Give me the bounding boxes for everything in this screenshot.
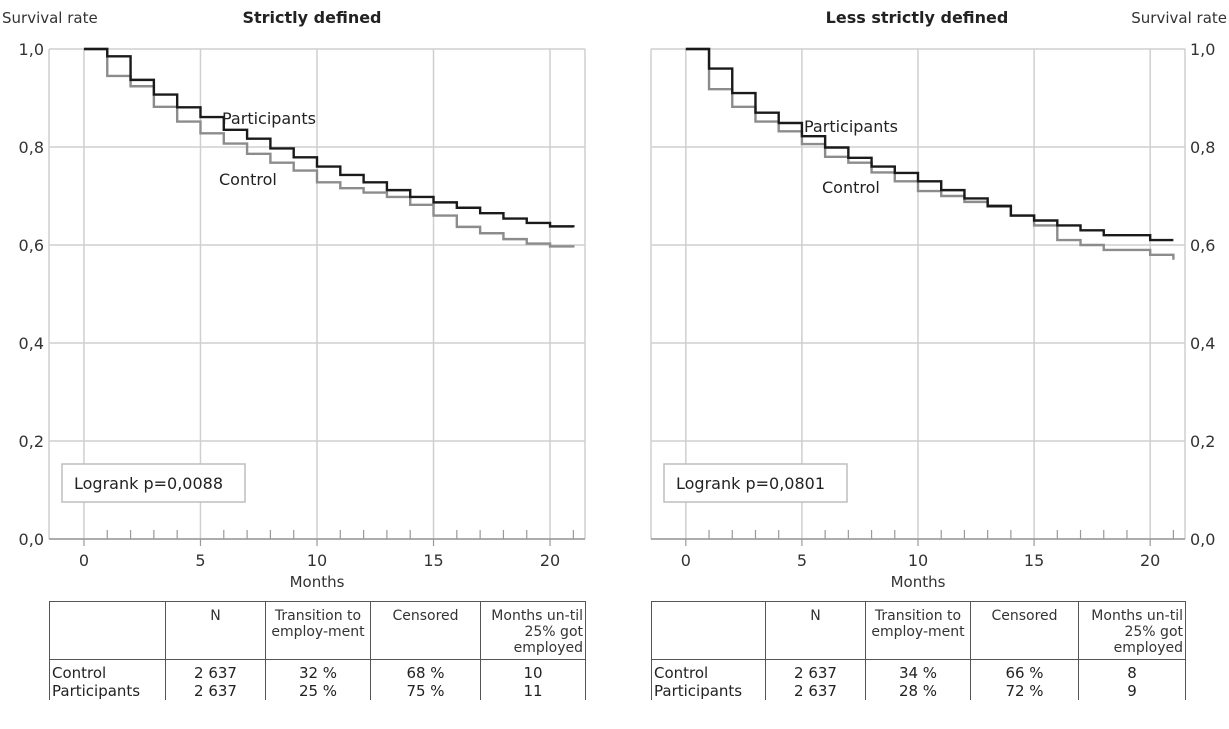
- cell-censored: 66 %: [970, 659, 1079, 682]
- series-line-control: [685, 47, 1175, 260]
- row-label: Participants: [651, 682, 766, 700]
- table-header-censored: Censored: [370, 601, 481, 660]
- summary-table-strict: N Transition to employ-ment Censored Mon…: [49, 601, 586, 700]
- series-line-control: [83, 47, 575, 248]
- table-header-n: N: [765, 601, 866, 660]
- logrank-box: [663, 463, 848, 503]
- row-label: Control: [651, 659, 766, 682]
- x-tick-label: 10: [908, 551, 928, 570]
- table-row: Control 2 637 32 % 68 % 10: [49, 659, 586, 682]
- cell-months: 9: [1078, 682, 1186, 700]
- cell-censored: 68 %: [370, 659, 481, 682]
- cell-transition: 28 %: [865, 682, 971, 700]
- table-header-months-until-25: Months un-til 25% got employed: [1078, 601, 1186, 660]
- x-axis-label: Months: [891, 573, 946, 590]
- x-tick-label: 20: [1140, 551, 1160, 570]
- cell-transition: 32 %: [265, 659, 371, 682]
- logrank-box: [61, 463, 246, 503]
- x-tick-label: 5: [195, 551, 205, 570]
- table-header-n: N: [165, 601, 266, 660]
- y-tick-label: 0,2: [1190, 432, 1215, 451]
- x-tick-label: 15: [1024, 551, 1044, 570]
- series-label-participants: Participants: [804, 117, 898, 136]
- y-tick-label: 1,0: [19, 40, 44, 59]
- logrank-annotation: Logrank p=0,0088: [74, 474, 223, 493]
- y-tick-label: 1,0: [1190, 40, 1215, 59]
- cell-transition: 25 %: [265, 682, 371, 700]
- survival-charts-svg: 0,0 0,2 0,4 0,6 0,8 1,0 0 5 10 15 20 Months Survival…: [2, 8, 1227, 590]
- x-tick-label: 15: [423, 551, 443, 570]
- x-axis-label: Months: [290, 573, 345, 590]
- table-header-blank: [49, 601, 166, 660]
- table-header-months-until-25: Months un-til 25% got employed: [480, 601, 586, 660]
- series-label-control: Control: [822, 178, 880, 197]
- table-header-transition: Transition to employ-ment: [265, 601, 371, 660]
- y-tick-label: 0,8: [1190, 138, 1215, 157]
- series-label-control: Control: [219, 170, 277, 189]
- cell-transition: 34 %: [865, 659, 971, 682]
- series-line-participants: [685, 47, 1174, 242]
- row-label: Control: [49, 659, 166, 682]
- cell-n: 2 637: [165, 659, 266, 682]
- x-tick-label: 20: [540, 551, 560, 570]
- x-tick-label: 10: [307, 551, 327, 570]
- chart-panel-strict: 0,0 0,2 0,4 0,6 0,8 1,0 0 5 10 15 20 Months Survival…: [2, 8, 586, 590]
- table-row: Participants 2 637 25 % 75 % 11: [49, 682, 586, 700]
- y-tick-label: 0,6: [1190, 236, 1215, 255]
- table-header-censored: Censored: [970, 601, 1079, 660]
- series-line-participants: [83, 47, 575, 228]
- table-row: Participants 2 637 28 % 72 % 9: [651, 682, 1186, 700]
- x-tick-label: 0: [681, 551, 691, 570]
- cell-months: 8: [1078, 659, 1186, 682]
- y-tick-label: 0,4: [1190, 334, 1215, 353]
- cell-censored: 72 %: [970, 682, 1079, 700]
- chart-title: Strictly defined: [242, 8, 381, 27]
- y-axis-label: Survival rate: [1131, 9, 1227, 27]
- y-tick-label: 0,6: [19, 236, 44, 255]
- x-tick-label: 0: [79, 551, 89, 570]
- y-tick-label: 0,2: [19, 432, 44, 451]
- chart-panel-less-strict: 0,0 0,2 0,4 0,6 0,8 1,0 0 5 10 15 20 Months Survival…: [650, 8, 1227, 590]
- y-tick-label: 0,4: [19, 334, 44, 353]
- y-tick-label: 0,8: [19, 138, 44, 157]
- y-tick-label: 0,0: [1190, 530, 1215, 549]
- logrank-annotation: Logrank p=0,0801: [676, 474, 825, 493]
- series-label-participants: Participants: [222, 109, 316, 128]
- cell-months: 11: [480, 682, 586, 700]
- x-tick-label: 5: [797, 551, 807, 570]
- chart-title: Less strictly defined: [826, 8, 1009, 27]
- cell-n: 2 637: [765, 682, 866, 700]
- cell-censored: 75 %: [370, 682, 481, 700]
- y-tick-label: 0,0: [19, 530, 44, 549]
- cell-n: 2 637: [765, 659, 866, 682]
- y-axis-label: Survival rate: [2, 9, 98, 27]
- row-label: Participants: [49, 682, 166, 700]
- cell-n: 2 637: [165, 682, 266, 700]
- cell-months: 10: [480, 659, 586, 682]
- table-header-transition: Transition to employ-ment: [865, 601, 971, 660]
- table-row: Control 2 637 34 % 66 % 8: [651, 659, 1186, 682]
- table-header-blank: [651, 601, 766, 660]
- summary-table-less-strict: N Transition to employ-ment Censored Mon…: [651, 601, 1186, 700]
